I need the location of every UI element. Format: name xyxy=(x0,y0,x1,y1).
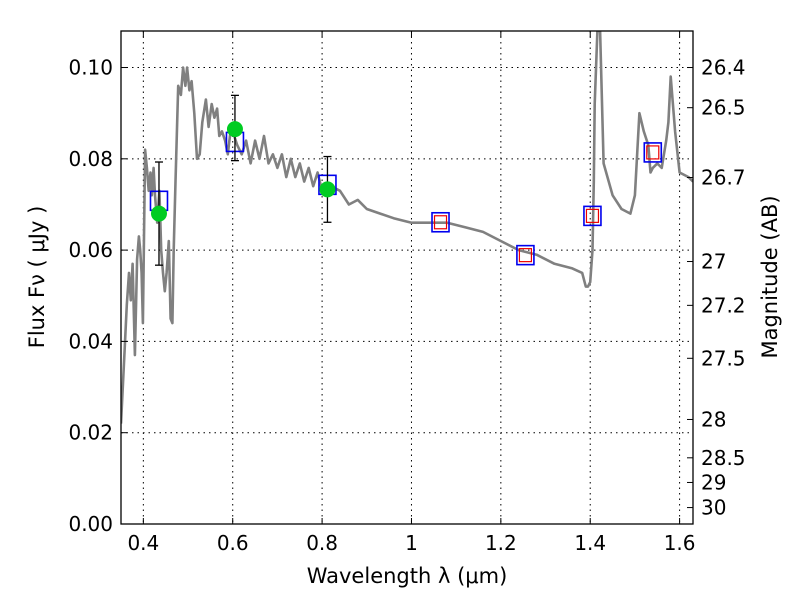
observed-point xyxy=(319,181,336,198)
series-layer xyxy=(121,31,693,424)
x-axis-label: Wavelength λ (μm) xyxy=(307,564,508,588)
ticks-layer: 0.4 0.6 0.8 1 1.2 1.4 1.6 0.00 0.02 0.04 0.06 0.08 0… xyxy=(68,31,746,555)
mag-tick-label: 28.5 xyxy=(701,446,746,470)
y-tick-label: 0.02 xyxy=(68,421,113,445)
y-tick-label: 0.00 xyxy=(68,512,113,536)
mag-tick-label: 26.7 xyxy=(701,166,746,190)
y-axis-label: Flux Fν ( μJy ) xyxy=(25,206,49,349)
model-band-square xyxy=(431,211,450,233)
mag-tick-label: 27.5 xyxy=(701,346,746,370)
observed-point xyxy=(226,121,243,138)
upper-limit-square xyxy=(646,145,660,160)
y-tick-label: 0.10 xyxy=(68,56,113,80)
observed-point xyxy=(150,205,167,222)
plot-frame xyxy=(120,30,694,525)
model-band-square xyxy=(643,142,663,163)
mag-tick-label: 29 xyxy=(701,470,726,494)
x-tick-label: 0.8 xyxy=(306,531,338,555)
y-tick-label: 0.04 xyxy=(68,329,113,353)
x-tick-label: 0.6 xyxy=(217,531,249,555)
mag-tick-label: 30 xyxy=(701,496,726,520)
mag-tick-label: 27 xyxy=(701,250,726,274)
upper-limit-square xyxy=(518,248,533,263)
points-layer xyxy=(149,94,663,266)
mag-tick-label: 26.4 xyxy=(701,56,746,80)
y-tick-label: 0.06 xyxy=(68,238,113,262)
mag-tick-label: 26.5 xyxy=(701,96,746,120)
mag-tick-label: 28 xyxy=(701,407,726,431)
model-spectrum-line xyxy=(121,31,693,424)
x-tick-label: 1.2 xyxy=(485,531,517,555)
model-band-square xyxy=(583,205,602,227)
x-tick-label: 1.6 xyxy=(664,531,696,555)
x-tick-label: 0.4 xyxy=(127,531,159,555)
upper-limit-square xyxy=(433,215,448,230)
x-tick-label: 1 xyxy=(405,531,418,555)
model-band-square xyxy=(516,244,535,266)
y2-axis-label: Magnitude (AB) xyxy=(758,195,782,358)
upper-limit-square xyxy=(585,208,600,223)
y-tick-label: 0.08 xyxy=(68,147,113,171)
mag-tick-label: 27.2 xyxy=(701,293,746,317)
x-tick-label: 1.4 xyxy=(574,531,606,555)
